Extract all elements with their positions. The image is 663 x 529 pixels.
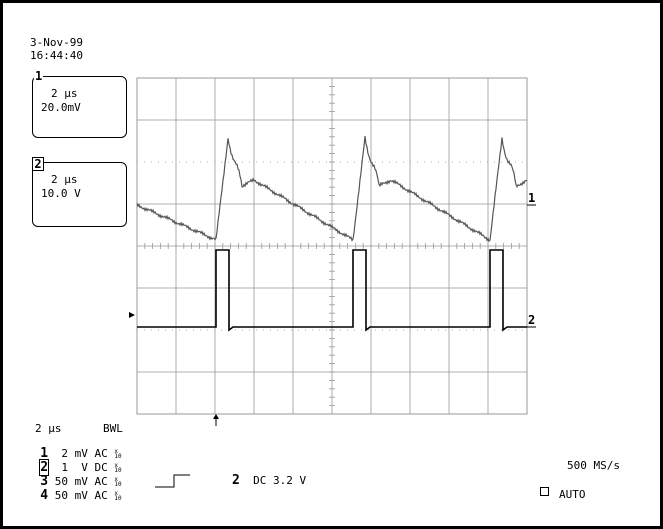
channel-2-tag: 2: [32, 157, 44, 171]
channel-2-trace: [137, 249, 527, 332]
trigger-source: 2: [232, 473, 240, 488]
channel-2-box[interactable]: 2 μs 10.0 V: [32, 162, 127, 227]
timebase-readout: 2 μs: [35, 422, 62, 435]
channel-1-tag: 1: [34, 69, 44, 83]
trigger-level-marker: [129, 312, 135, 318]
channel-1-box[interactable]: 2 μs 20.0mV: [32, 76, 127, 138]
channel-1-setting[interactable]: 1 2 mV AC x 10: [40, 446, 122, 461]
acquisition-date: 3-Nov-99: [30, 36, 83, 49]
channel-1-scale: 20.0mV: [41, 101, 81, 114]
graticule: [136, 77, 528, 415]
trigger-edge-icon: [155, 474, 190, 488]
trigger-mode: AUTO: [559, 488, 586, 501]
trigger-position-arrow: [213, 414, 219, 426]
probe-attenuation-icon: x 10: [114, 462, 122, 474]
probe-attenuation-icon: x 10: [114, 476, 122, 488]
channel-4-setting[interactable]: 4 50 mV AC x 10: [40, 488, 122, 503]
probe-attenuation-icon: x 10: [114, 448, 122, 460]
channel-3-setting[interactable]: 3 50 mV AC x 10: [40, 474, 122, 489]
trigger-setting[interactable]: 2 DC 3.2 V: [232, 473, 306, 488]
channel-1-trace: [136, 136, 528, 243]
bandwidth-limit: BWL: [103, 422, 123, 435]
channel-2-setting[interactable]: 2 1 V DC x 10: [39, 459, 122, 476]
trigger-coupling: DC: [253, 474, 267, 487]
probe-attenuation-icon: x 10: [114, 490, 122, 502]
acquisition-time: 16:44:40: [30, 49, 83, 62]
channel-2-trace-marker: 2: [528, 313, 535, 327]
trigger-level: 3.2 V: [272, 474, 307, 487]
channel-1-trace-marker: 1: [528, 191, 535, 205]
channel-2-scale: 10.0 V: [41, 187, 81, 200]
trigger-mode-checkbox[interactable]: [540, 487, 549, 496]
channel-1-timebase: 2 μs: [51, 87, 78, 100]
sample-rate: 500 MS/s: [567, 459, 620, 472]
channel-2-timebase: 2 μs: [51, 173, 78, 186]
